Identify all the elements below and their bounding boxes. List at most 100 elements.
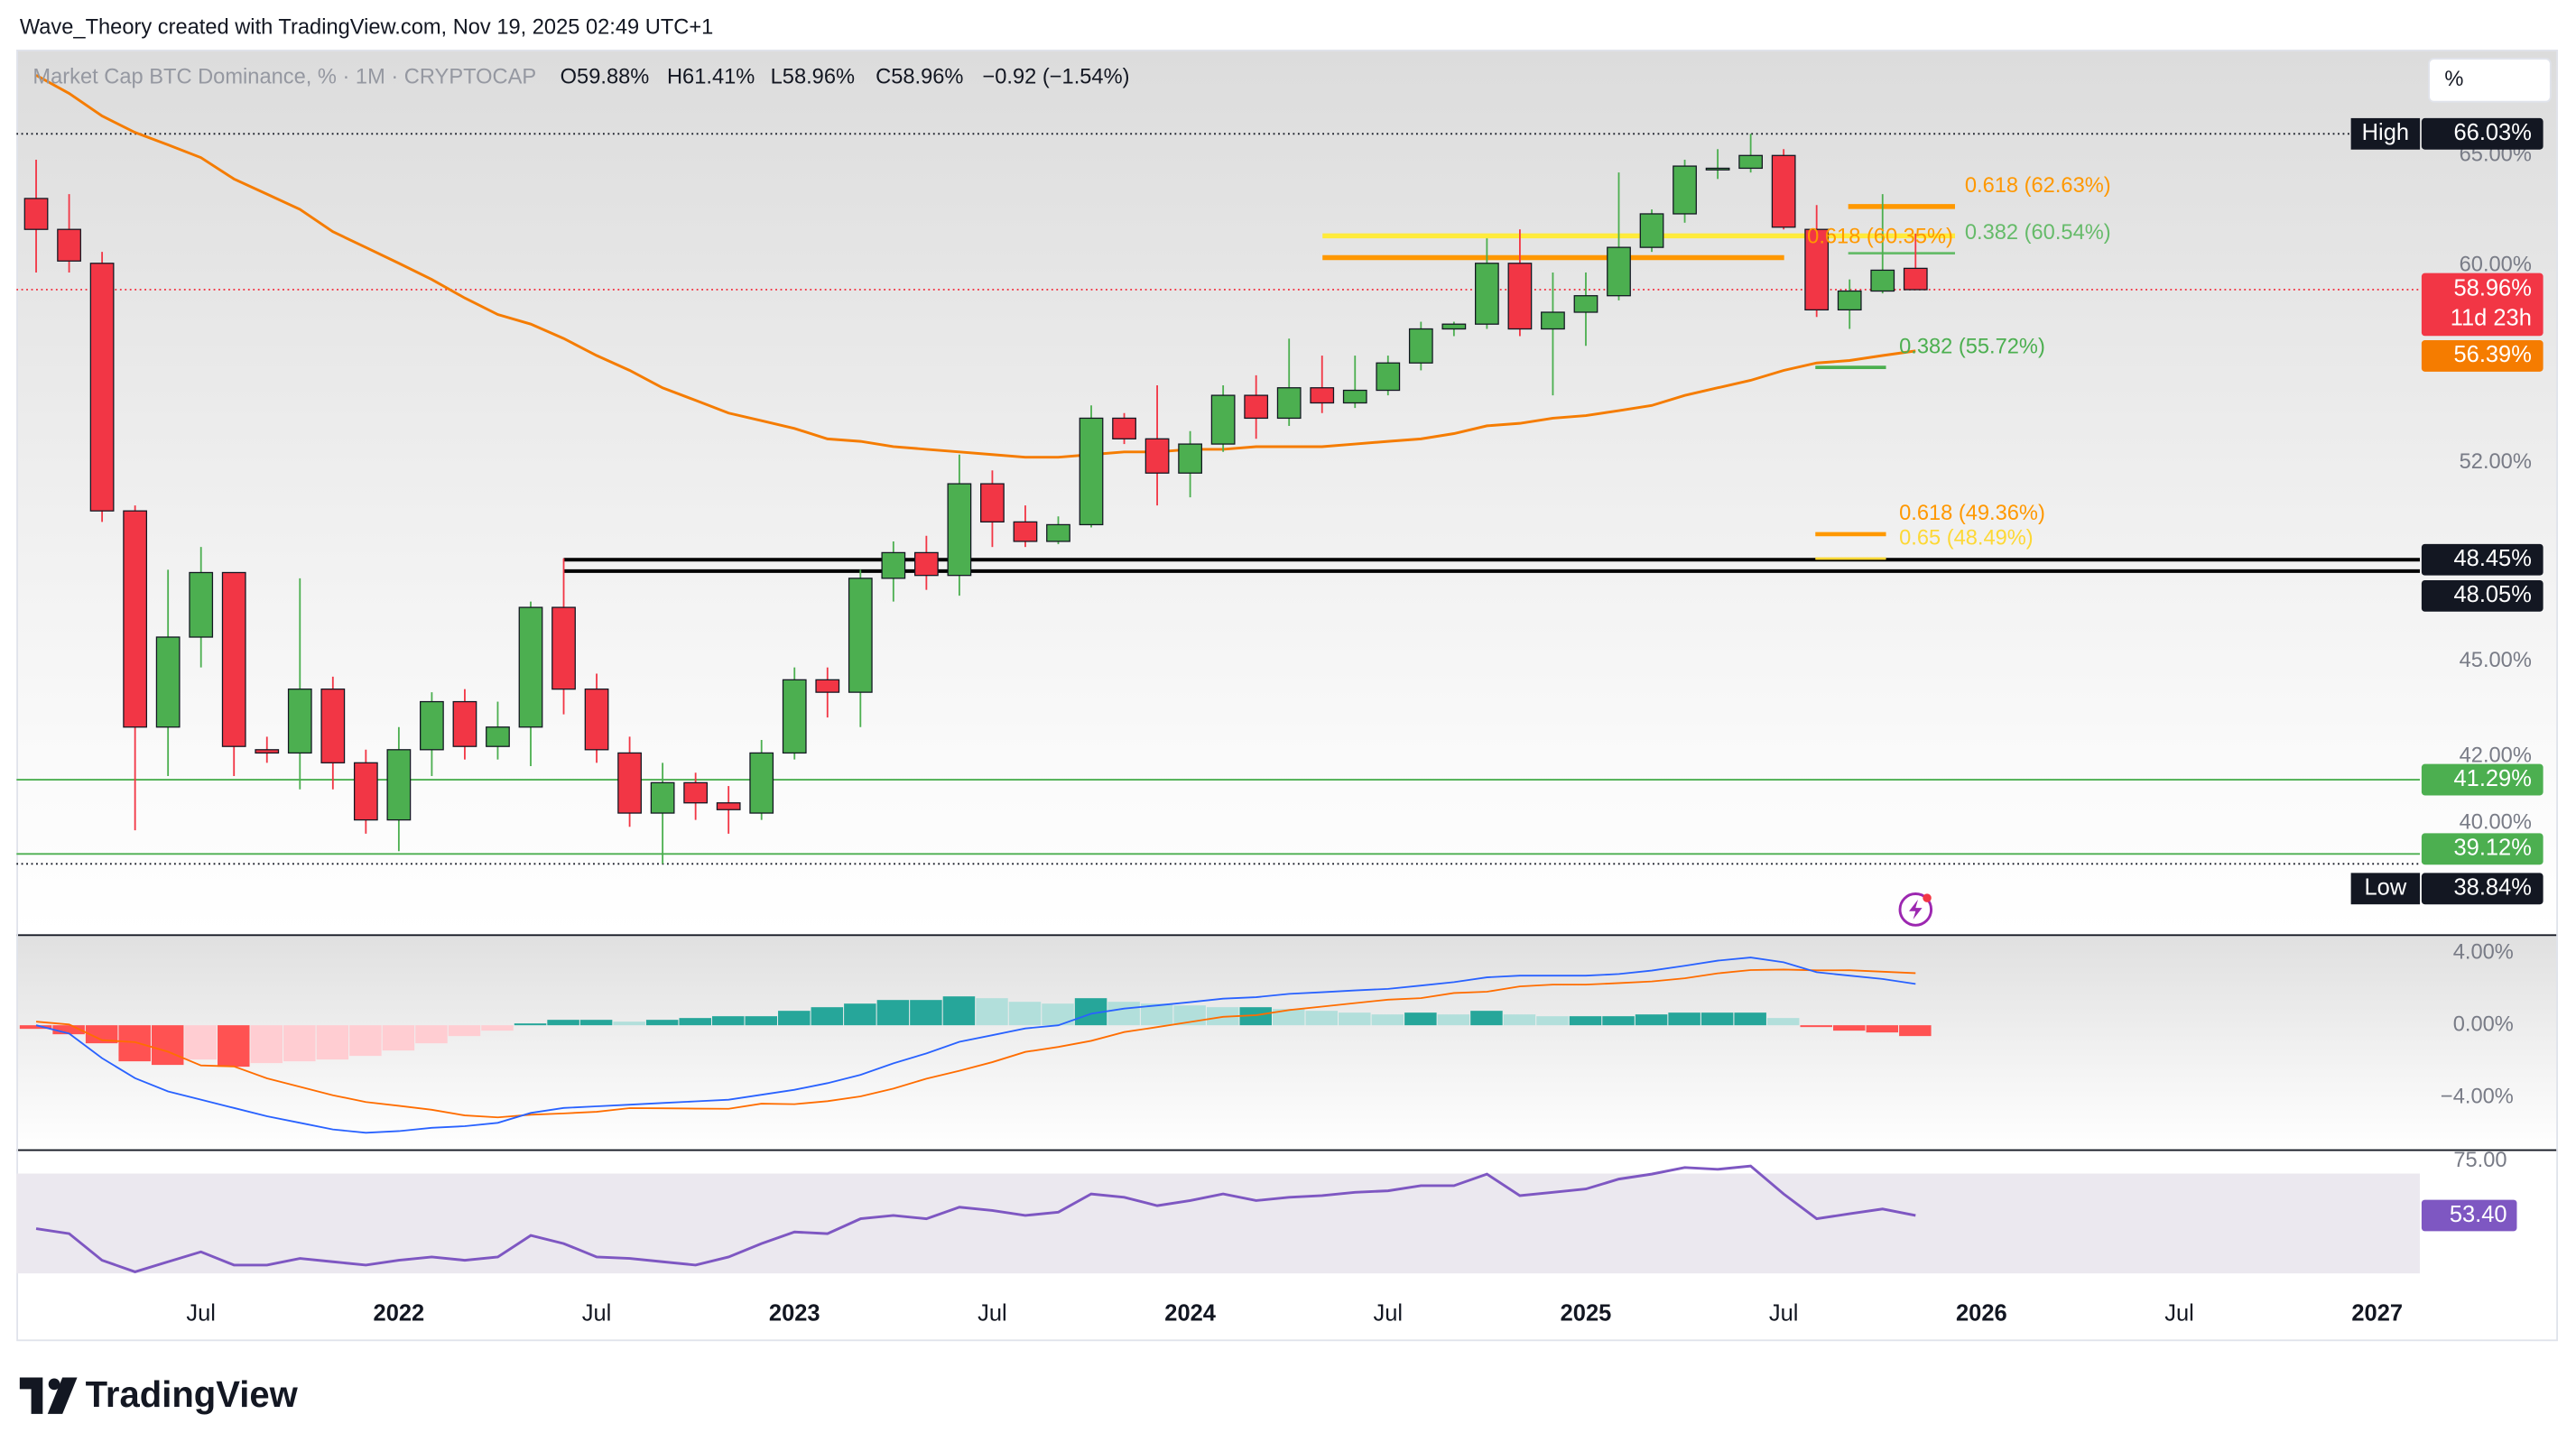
candle-body [452,700,477,747]
y-tick-label: 4.00% [2453,940,2514,964]
candle-body [1046,523,1070,542]
candle-body [1441,323,1467,330]
price-tag-label: 56.39% [2453,342,2531,367]
price-tag [2421,763,2544,796]
last-tag-label: 58.96% [2453,276,2531,301]
macd-histogram-bar [1800,1025,1832,1028]
macd-histogram-bar [250,1025,283,1064]
candle-body [617,752,642,814]
rsi-plot [16,1164,2421,1274]
brand-logo [19,1377,78,1414]
extreme-tag-label: High [2362,120,2409,145]
candle-body [650,781,675,814]
macd-histogram-bar [1766,1018,1800,1026]
last-tag [2421,273,2544,337]
candle-body [1573,295,1598,313]
extreme-tag [2350,117,2421,150]
macd-histogram-bar [283,1025,316,1062]
price-tag-label: 39.12% [2453,836,2531,861]
candle-body [980,483,1005,523]
alert-icon[interactable] [1898,892,1933,927]
fib-label: 0.65 (48.49%) [1899,526,2034,550]
y-tick-label: 75.00 [2453,1149,2507,1172]
x-tick-label: Jul [1769,1301,1799,1326]
candle-body [320,689,346,763]
candle-body [1013,521,1038,542]
candle-body [1475,263,1499,325]
fib-label: 0.382 (55.72%) [1899,335,2045,358]
y-tick-label: 60.00% [2460,254,2532,277]
candle-body [221,571,246,747]
price-plot [16,74,2421,865]
candle-body [1276,387,1302,420]
candle-body [1244,394,1269,420]
macd-histogram-bar [415,1025,448,1044]
candle-body [1507,263,1533,330]
ema-line [35,74,1916,459]
macd-histogram-bar [1437,1014,1470,1026]
logo-shape [47,1377,78,1414]
scale-button[interactable] [2428,58,2552,103]
macd-histogram-bar [1734,1012,1766,1026]
price-tag-label: 48.05% [2453,582,2531,607]
candle-body [1804,228,1830,311]
rsi-band [16,1173,2421,1274]
macd-histogram-bar [1042,1003,1074,1026]
macd-histogram-bar [1008,1002,1042,1026]
macd-histogram-bar [1503,1014,1536,1026]
macd-histogram-bar [1866,1025,1899,1033]
rsi-tag-label: 53.40 [2450,1202,2507,1227]
macd-histogram-bar [1602,1016,1635,1026]
x-tick-label: 2024 [1164,1301,1216,1326]
fib-label: 0.618 (62.63%) [1965,174,2111,198]
legend-open: O59.88% [561,65,650,88]
macd-histogram-bar [448,1025,481,1037]
macd-histogram-bar [1569,1016,1602,1026]
macd-histogram-bar [118,1025,151,1062]
price-tag [2421,833,2544,865]
x-tick-label: 2025 [1561,1301,1612,1326]
macd-histogram-bar [382,1025,415,1051]
macd-histogram-bar [151,1025,184,1066]
macd-histogram-bar [481,1025,514,1031]
candle-body [1771,154,1796,228]
macd-histogram-bar [547,1020,579,1026]
y-tick-label: 40.00% [2460,811,2532,835]
macd-histogram-bar [85,1025,118,1044]
candle-body [1541,311,1565,330]
scale-button-label[interactable]: % [2444,68,2463,91]
legend-title: Market Cap BTC Dominance, % · 1M · CRYPT… [32,65,536,88]
candle-body [1673,165,1697,215]
candle-body [123,510,148,728]
macd-histogram-bar [1635,1014,1668,1026]
candle-body [947,483,972,577]
candle-body [1079,417,1104,526]
candle-body [287,689,312,754]
macd-histogram-bar [184,1025,217,1060]
macd-histogram-bar [910,1000,942,1026]
macd-histogram-bar [942,996,976,1026]
candle-body [1837,290,1862,311]
macd-histogram-bar [711,1016,745,1026]
x-tick-label: 2023 [769,1301,820,1326]
candle-body [1342,389,1367,404]
price-tag-label: 38.84% [2453,874,2531,900]
candle-body [1738,154,1764,170]
x-tick-label: Jul [186,1301,216,1326]
candle-body [1408,328,1433,364]
macd-histogram-bar [811,1007,844,1026]
macd-histogram-bar [745,1016,778,1026]
macd-histogram-bar [1272,1009,1305,1026]
macd-histogram-bar [1239,1007,1272,1026]
x-tick-label: Jul [582,1301,612,1326]
macd-line [35,957,1916,1134]
candle-body [716,802,741,810]
candle-body [1903,267,1928,291]
x-tick-label: 2027 [2351,1301,2403,1326]
macd-histogram-bar [1404,1012,1437,1026]
candle-body [881,551,906,579]
y-tick-label: −4.00% [2441,1085,2514,1108]
candle-body [815,679,840,693]
